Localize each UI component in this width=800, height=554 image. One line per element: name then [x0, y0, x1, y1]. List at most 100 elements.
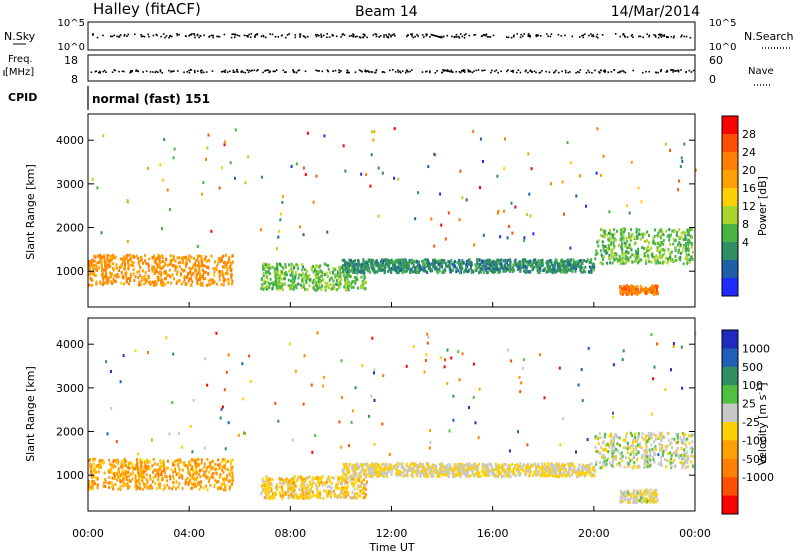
freq-point: [226, 71, 229, 73]
data-cell: [214, 266, 217, 270]
data-cell: [88, 283, 91, 287]
data-cell: [91, 479, 94, 483]
nsky-point: [307, 35, 309, 38]
data-cell: [648, 241, 650, 245]
data-cell: [193, 478, 196, 482]
data-cell: [307, 495, 310, 499]
data-cell: [688, 253, 690, 257]
data-cell: [153, 267, 155, 271]
data-cell: [267, 493, 270, 497]
cpid-label: CPID: [8, 91, 37, 104]
data-cell: [433, 258, 436, 262]
data-cell: [634, 249, 637, 253]
data-cell: [157, 474, 160, 478]
nsky-point: [454, 35, 456, 38]
data-cell: [214, 479, 217, 483]
data-cell: [426, 475, 429, 478]
data-cell: [95, 477, 98, 480]
data-cell: [121, 471, 124, 475]
data-cell: [327, 475, 330, 479]
freq-point: [677, 70, 680, 73]
data-cell: [457, 269, 460, 273]
data-cell: [305, 272, 308, 276]
data-cell: [523, 239, 526, 243]
nsky-point: [126, 35, 128, 37]
data-cell: [104, 485, 107, 488]
data-cell: [311, 482, 314, 486]
data-cell: [632, 287, 635, 291]
data-cell: [149, 486, 152, 490]
data-cell: [341, 482, 343, 486]
data-cell: [345, 281, 348, 285]
data-cell: [347, 264, 350, 268]
data-cell: [479, 137, 482, 141]
data-cell: [231, 260, 234, 264]
data-cell: [291, 477, 294, 481]
data-cell: [211, 281, 214, 285]
nsky-point: [670, 35, 673, 38]
data-cell: [351, 280, 354, 284]
data-cell: [269, 282, 271, 286]
data-cell: [204, 257, 207, 261]
data-cell: [136, 479, 139, 483]
data-cell: [622, 228, 625, 232]
data-cell: [197, 256, 199, 260]
data-cell: [278, 477, 281, 481]
nsky-point: [440, 35, 443, 38]
data-cell: [267, 480, 270, 484]
data-cell: [436, 267, 438, 271]
data-cell: [551, 468, 554, 471]
data-cell: [163, 465, 166, 469]
data-cell: [178, 468, 181, 472]
nsky-point: [223, 33, 226, 36]
nsky-point: [236, 34, 239, 37]
data-cell: [536, 266, 539, 270]
nsky-point: [92, 33, 94, 35]
data-cell: [318, 286, 321, 290]
freq-point: [673, 70, 676, 72]
data-cell: [475, 264, 478, 268]
data-cell: [684, 249, 687, 253]
nsky-panel: N.Sky 10^5 10^0 10^5 10^0 N.Search: [4, 18, 794, 53]
data-cell: [128, 282, 131, 286]
freq-point: [444, 69, 447, 72]
data-cell: [662, 242, 665, 246]
nsky-point: [193, 34, 196, 36]
nsky-point: [630, 35, 633, 37]
nsky-point: [340, 36, 342, 38]
data-cell: [224, 265, 227, 269]
data-cell: [573, 264, 576, 268]
data-cell: [153, 265, 155, 269]
data-cell: [169, 275, 172, 279]
data-cell: [93, 273, 96, 277]
data-cell: [375, 264, 378, 268]
data-cell: [167, 280, 170, 284]
data-cell: [216, 480, 219, 484]
data-cell: [220, 259, 222, 263]
data-cell: [282, 479, 285, 483]
data-cell: [349, 261, 352, 265]
data-cell: [409, 463, 412, 467]
data-cell: [345, 275, 348, 279]
nsky-point: [176, 34, 179, 37]
data-cell: [585, 204, 587, 208]
data-cell: [217, 458, 220, 462]
freq-point: [240, 71, 242, 73]
data-cell: [188, 271, 191, 275]
data-cell: [202, 273, 205, 276]
data-cell: [601, 262, 604, 266]
data-cell: [539, 269, 542, 272]
data-cell: [218, 186, 221, 190]
data-cell: [429, 269, 432, 273]
data-cell: [459, 475, 462, 478]
date-title: 14/Mar/2014: [611, 4, 700, 20]
data-cell: [290, 491, 293, 495]
freq-point: [529, 69, 532, 72]
nsky-point: [265, 36, 267, 39]
data-cell: [450, 270, 452, 274]
nsky-point: [318, 34, 320, 37]
data-cell: [461, 267, 464, 270]
data-cell: [351, 268, 354, 272]
data-cell: [120, 265, 123, 269]
data-cell: [412, 265, 415, 269]
